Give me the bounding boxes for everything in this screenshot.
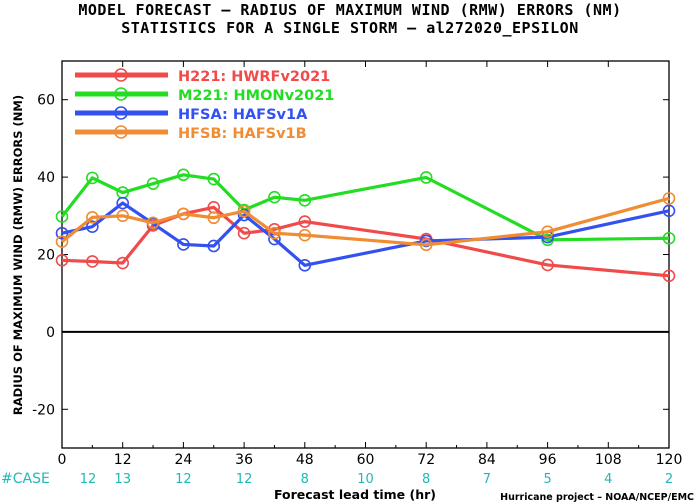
case-count: 7 [483,472,491,487]
data-point [55,226,69,240]
x-tick-label: 84 [478,452,496,468]
data-point [207,211,221,225]
chart-title-line2: STATISTICS FOR A SINGLE STORM – al272020… [121,19,579,37]
legend-marker [114,87,128,101]
data-point [55,210,69,223]
legend-marker [114,125,128,139]
y-tick-label: 40 [37,170,55,186]
legend-label: HFSB: HAFSv1B [178,126,307,142]
series-3 [55,196,676,272]
legend-marker [114,68,128,82]
y-tick-label: -20 [32,402,55,418]
data-point [541,258,554,272]
y-tick-label: 0 [46,325,55,341]
legend-label: HFSA: HAFSv1A [178,107,308,123]
data-point [116,256,129,270]
data-point [116,209,129,223]
data-point [146,177,160,190]
data-point [177,207,190,221]
data-point [662,204,676,218]
data-point [419,234,433,248]
x-tick-label: 120 [656,452,683,468]
data-point [86,211,99,224]
data-point [237,226,251,240]
data-point [541,225,554,238]
y-tick-label: 60 [37,93,55,109]
series-line [61,201,670,267]
data-point [419,238,433,252]
x-tick-label: 96 [539,452,557,468]
case-count: 12 [236,472,253,487]
x-tick-label: 36 [235,452,253,468]
data-point [662,269,676,283]
case-count: 10 [357,472,374,487]
credit-text: Hurricane project – NOAA/NCEP/EMC [500,492,694,503]
data-point [86,220,99,233]
data-point [298,228,312,242]
data-point [298,259,312,272]
legend-label: H221: HWRFv2021 [178,69,330,85]
x-axis-label: Forecast lead time (hr) [274,487,436,502]
case-count: 5 [543,472,551,487]
x-tick-label: 108 [595,452,622,468]
legend: H221: HWRFv2021 M221: HMONv2021 HFSA: HAFS… [75,68,334,142]
case-count: 12 [80,472,97,487]
data-point [177,238,190,251]
data-point [207,239,221,253]
data-point [662,192,676,205]
x-tick-label: 0 [58,452,67,468]
data-point [86,255,99,268]
chart-title-line1: MODEL FORECAST – RADIUS OF MAXIMUM WIND … [78,1,622,19]
data-point [55,235,69,249]
data-point [268,190,281,204]
data-point [298,194,312,207]
data-point [177,168,190,182]
data-point [237,204,251,218]
x-tick-label: 60 [357,452,375,468]
case-count: 8 [422,472,430,487]
case-count: 12 [175,472,192,487]
data-point [55,254,69,267]
case-row-label: #CASE [1,471,50,487]
x-tick-label: 12 [114,452,132,468]
x-tick-label: 48 [296,452,314,468]
data-point [662,231,676,245]
legend-marker [114,106,128,120]
data-point [298,215,312,228]
x-tick-label: 72 [417,452,435,468]
data-point [419,171,433,184]
x-tick-label: 24 [174,452,192,468]
legend-label: M221: HMONv2021 [178,88,334,104]
data-point [86,171,99,185]
series-2 [55,168,676,247]
case-count: 2 [665,472,673,487]
data-point [207,172,221,186]
case-count: 8 [301,472,309,487]
data-point [146,216,160,230]
y-tick-label: 20 [37,248,55,264]
data-point [268,226,281,240]
case-count: 13 [114,472,131,487]
series-4 [55,192,676,252]
data-point [116,196,129,210]
y-axis-label: RADIUS OF MAXIMUM WIND (RMW) ERRORS (NM) [11,95,25,415]
case-count: 4 [604,472,612,487]
